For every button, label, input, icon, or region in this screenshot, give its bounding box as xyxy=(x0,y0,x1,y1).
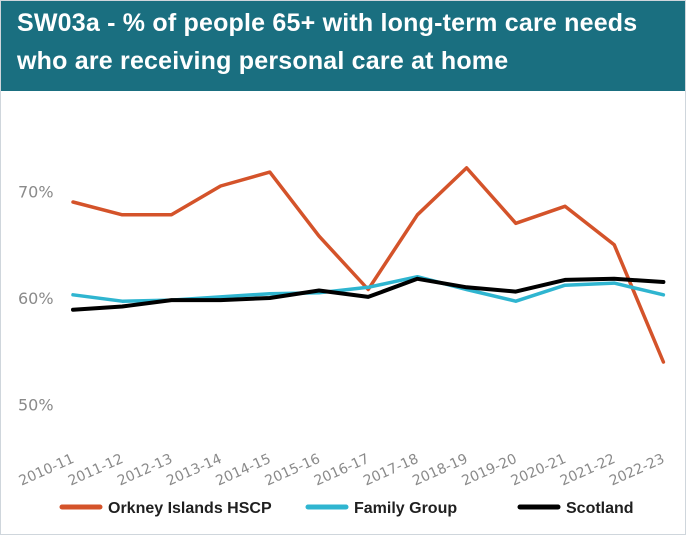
chart-title-line-1: SW03a - % of people 65+ with long-term c… xyxy=(17,9,638,37)
y-tick-label: 50% xyxy=(18,396,54,415)
x-tick-label: 2015-16 xyxy=(263,451,323,489)
y-tick-label: 70% xyxy=(18,182,54,201)
chart-title-bar: SW03a - % of people 65+ with long-term c… xyxy=(1,1,685,91)
y-tick-label: 60% xyxy=(18,289,54,308)
x-tick-label: 2019-20 xyxy=(459,451,519,489)
legend-label: Scotland xyxy=(566,500,634,517)
x-tick-label: 2014-15 xyxy=(213,451,273,489)
x-tick-label: 2020-21 xyxy=(509,451,569,489)
x-tick-label: 2016-17 xyxy=(312,451,372,489)
x-tick-label: 2017-18 xyxy=(361,451,421,489)
x-tick-label: 2011-12 xyxy=(66,451,126,489)
x-tick-label: 2022-23 xyxy=(607,451,667,489)
x-tick-label: 2021-22 xyxy=(558,451,618,489)
chart-title-line-2: who are receiving personal care at home xyxy=(17,47,509,75)
x-tick-label: 2012-13 xyxy=(115,451,175,489)
series-line-orkney-islands-hscp xyxy=(71,166,666,364)
x-tick-label: 2018-19 xyxy=(410,451,470,489)
series-line-scotland xyxy=(71,276,666,312)
x-tick-label: 2013-14 xyxy=(164,451,224,489)
legend-label: Family Group xyxy=(354,500,457,517)
legend-label: Orkney Islands HSCP xyxy=(108,500,272,517)
x-tick-label: 2010-11 xyxy=(17,451,77,489)
